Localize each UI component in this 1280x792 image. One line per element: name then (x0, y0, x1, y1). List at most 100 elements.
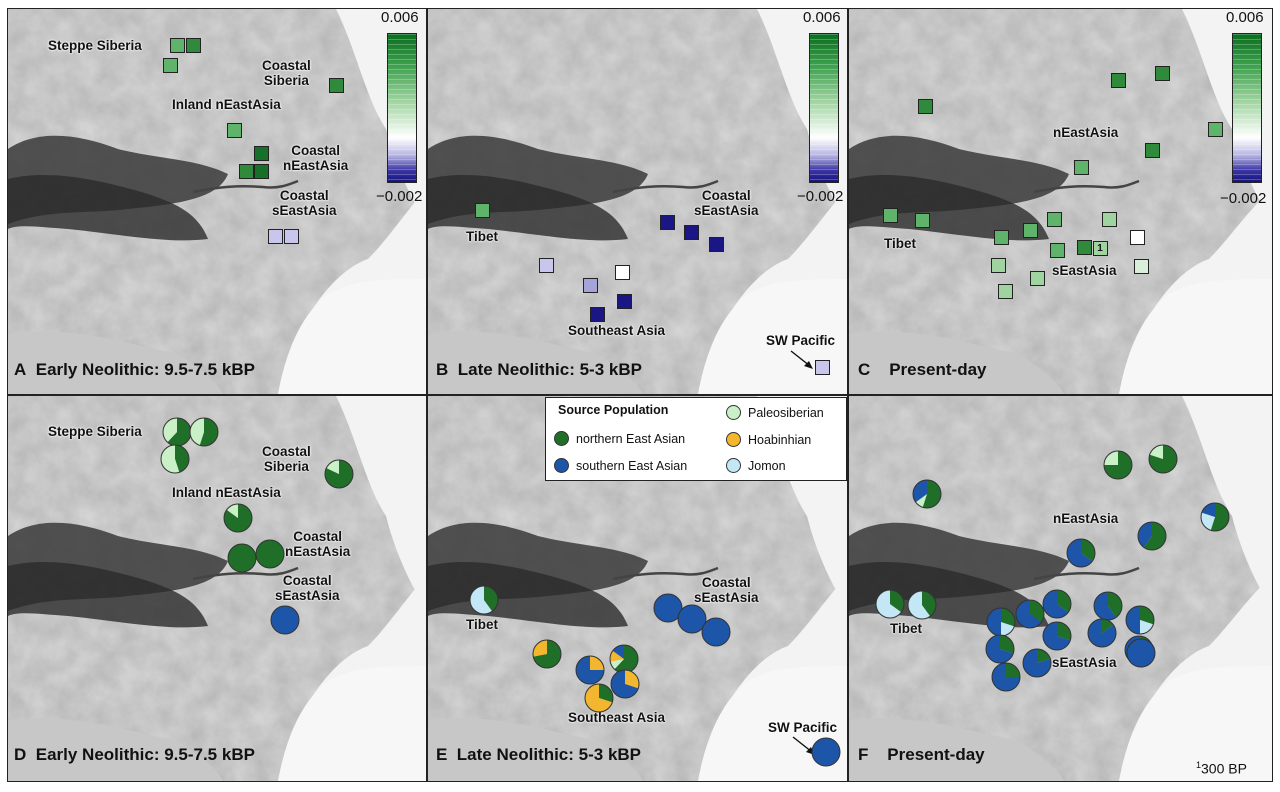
pie-outline (1125, 605, 1155, 635)
pie-outline (1066, 538, 1096, 568)
pie-slice (1138, 522, 1152, 548)
fst-square-marker (1154, 65, 1170, 81)
pie-outline (985, 634, 1015, 664)
fst-square-marker (1046, 211, 1062, 227)
pie-slice (167, 418, 191, 446)
pie-outline (1042, 621, 1072, 651)
pie-slice (175, 445, 190, 473)
panel-a (7, 8, 427, 395)
pie-slice (590, 656, 604, 670)
admixture-pie (1093, 591, 1123, 621)
pie-slice (1127, 639, 1155, 667)
pie-slice (1149, 445, 1163, 459)
pie-outline (875, 589, 905, 619)
admixture-pie (1200, 502, 1230, 532)
pie-outline (324, 459, 354, 489)
pie-slice (226, 504, 238, 518)
pie-slice (812, 738, 840, 766)
fst-square-marker (1144, 142, 1160, 158)
fst-square-marker (1110, 72, 1126, 88)
fst-square-marker (614, 264, 630, 280)
colorbar-c-max: 0.006 (1226, 9, 1264, 26)
pie-outline (701, 617, 731, 647)
pie-outline (991, 662, 1021, 692)
pie-slice (1057, 622, 1071, 641)
pie-slice (1094, 592, 1117, 620)
pie-slice (1023, 649, 1051, 677)
admixture-pie (270, 605, 300, 635)
label-tibet: Tibet (466, 229, 499, 244)
admixture-pie (811, 737, 841, 767)
pie-outline (677, 604, 707, 634)
legend-swatch (726, 432, 741, 447)
admixture-pie (575, 655, 605, 685)
label-coastal-seastasia: Coastal sEastAsia (272, 188, 337, 218)
pie-slice (1016, 600, 1042, 628)
pie-slice (992, 663, 1020, 691)
pie-slice (1067, 539, 1093, 567)
colorbar-a (387, 33, 417, 183)
terrain-map (428, 396, 847, 781)
admixture-pie (1015, 599, 1045, 629)
colorbar-c-min: −0.002 (1220, 190, 1267, 207)
pie-slice (1108, 592, 1122, 618)
legend-item-label: northern East Asian (576, 431, 686, 446)
pie-slice (576, 656, 604, 684)
fst-square-marker (1049, 242, 1065, 258)
panel-a-title: A Early Neolithic: 9.5-7.5 kBP (14, 360, 255, 379)
label-seastasia: sEastAsia (1052, 263, 1117, 278)
label-coastal-siberia: Coastal Siberia (262, 444, 311, 474)
footnote-text: 300 BP (1201, 760, 1247, 777)
fst-square-marker (328, 77, 344, 93)
admixture-pie (609, 644, 639, 674)
pie-outline (610, 669, 640, 699)
pie-slice (1057, 590, 1071, 613)
label-coastal-seastasia: Coastal sEastAsia (275, 573, 340, 603)
pie-slice (890, 590, 904, 613)
fst-square-marker (1207, 121, 1223, 137)
admixture-pie (189, 417, 219, 447)
admixture-pie (985, 634, 1015, 664)
pie-slice (228, 544, 256, 572)
fst-square-marker (814, 359, 830, 375)
legend-item-jomon: Jomon (726, 458, 786, 473)
fst-square-marker (708, 236, 724, 252)
panel-c-title: C Present-day (858, 360, 987, 379)
fst-square-marker (1133, 258, 1149, 274)
fst-square-marker (474, 202, 490, 218)
fst-square-marker (162, 57, 178, 73)
label-southeast-asia: Southeast Asia (568, 710, 666, 725)
fst-square-marker (267, 228, 283, 244)
pie-outline (160, 444, 190, 474)
fst-square-marker (582, 277, 598, 293)
pie-slice (199, 418, 218, 446)
pie-slice (1043, 590, 1069, 618)
pie-slice (161, 445, 180, 473)
pie-slice (611, 670, 639, 698)
admixture-pie (324, 459, 354, 489)
panel-f-title: F Present-day (858, 745, 985, 764)
pie-slice (678, 605, 706, 633)
fst-square-marker (1129, 229, 1145, 245)
pie-slice (908, 591, 931, 619)
pie-outline (255, 539, 285, 569)
square-number: 1 (1097, 242, 1103, 254)
pie-slice (1102, 619, 1114, 633)
admixture-pie (1022, 648, 1052, 678)
admixture-pie (991, 662, 1021, 692)
pie-slice (1006, 663, 1020, 677)
pie-slice (922, 591, 936, 617)
label-tibet: Tibet (884, 236, 917, 251)
legend-swatch (554, 431, 569, 446)
pie-slice (1143, 522, 1166, 550)
pie-slice (163, 418, 177, 443)
admixture-pie (532, 639, 562, 669)
pie-slice (1037, 649, 1051, 663)
colorbar-c (1232, 33, 1262, 183)
fst-square-marker (1029, 270, 1045, 286)
admixture-pie (1066, 538, 1096, 568)
label-coastal-neastasia: Coastal nEastAsia (283, 143, 349, 173)
label-neastasia: nEastAsia (1053, 511, 1119, 526)
pie-outline (469, 585, 499, 615)
label-inland-neastasia: Inland nEastAsia (172, 485, 281, 500)
